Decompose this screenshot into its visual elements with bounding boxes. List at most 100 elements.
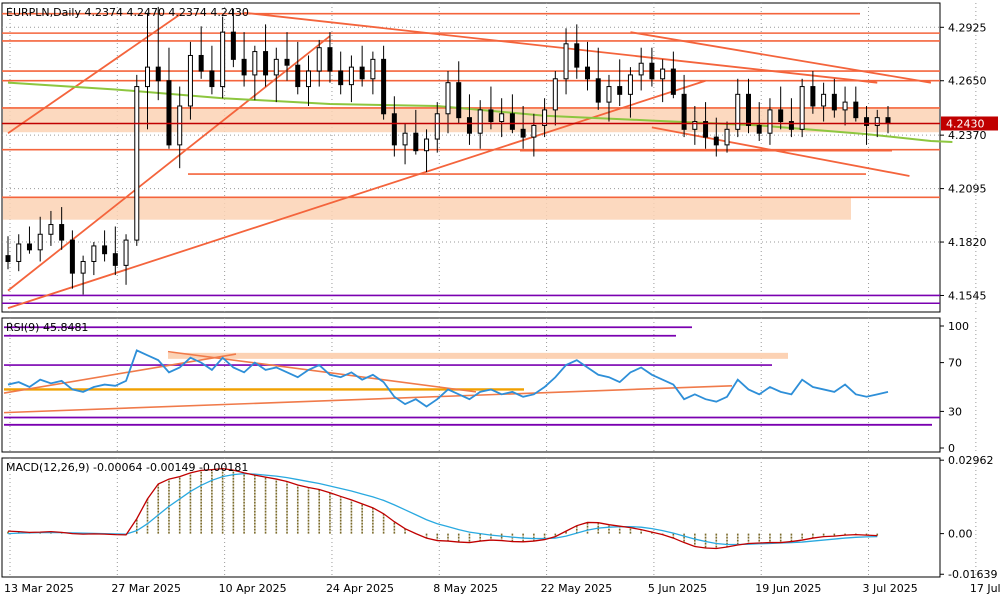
candle-body <box>595 78 601 103</box>
macd-tick-label: 0.00 <box>948 528 973 541</box>
candle-body <box>735 93 741 130</box>
candle-body <box>220 31 226 88</box>
candle-body <box>821 93 827 107</box>
candle-body <box>26 243 32 251</box>
candle-body <box>456 82 462 119</box>
candle-body <box>37 233 43 251</box>
date-axis-label: 13 Mar 2025 <box>4 582 74 595</box>
candle-body <box>638 62 644 76</box>
macd-pane-title: MACD(12,26,9) -0.00064 -0.00149 -0.00181 <box>6 461 248 474</box>
rsi-tick-label: 0 <box>948 442 955 455</box>
candle-body <box>305 70 311 88</box>
candle-body <box>359 66 365 80</box>
candle-body <box>69 239 75 274</box>
candle-body <box>477 109 483 134</box>
candle-body <box>853 101 859 119</box>
candle-body <box>187 54 193 107</box>
candle-body <box>574 43 580 68</box>
macd-tick-label: -0.01639 <box>948 568 997 581</box>
candle-body <box>874 117 880 126</box>
candle-body <box>864 117 870 126</box>
candle-body <box>413 132 419 152</box>
candle-body <box>681 93 687 130</box>
price-tick-label: 4.2925 <box>948 21 987 34</box>
candle-body <box>155 66 161 82</box>
candle-body <box>810 86 816 107</box>
candle-body <box>745 93 751 126</box>
price-tick-label: 4.2095 <box>948 183 987 196</box>
price-zone-band <box>3 197 851 220</box>
candle-body <box>434 113 440 140</box>
candle-body <box>756 124 762 134</box>
candle-body <box>466 117 472 134</box>
price-tick-label: 4.1545 <box>948 289 987 302</box>
rsi-zone-band <box>168 352 788 359</box>
candle-body <box>145 66 151 88</box>
candle-body <box>16 243 22 262</box>
candle-body <box>123 239 129 266</box>
candle-body <box>767 109 773 134</box>
candle-body <box>166 80 172 146</box>
macd-signal-line <box>7 472 878 546</box>
candle-body <box>670 68 676 95</box>
candle-body <box>606 86 612 103</box>
candle-body <box>445 82 451 115</box>
candle-body <box>649 62 655 80</box>
rsi-tick-label: 100 <box>948 320 969 333</box>
macd-pane-frame <box>1 457 941 578</box>
candle-body <box>424 138 430 152</box>
rsi-pane-title: RSI(9) 45.8481 <box>6 321 88 334</box>
trendline <box>630 31 932 84</box>
date-axis-label: 8 May 2025 <box>433 582 498 595</box>
price-tick-label: 4.1820 <box>948 236 987 249</box>
candle-body <box>134 86 140 241</box>
candle-body <box>692 121 698 130</box>
candle-body <box>338 70 344 86</box>
candle-body <box>542 109 548 126</box>
price-tick-label: 4.2650 <box>948 75 987 88</box>
candle-body <box>585 66 591 80</box>
last-price-label: 4.2430 <box>946 117 985 130</box>
candle-body <box>252 51 258 76</box>
candle-body <box>831 93 837 111</box>
candle-body <box>703 121 709 138</box>
candle-body <box>402 132 408 146</box>
date-axis-label: 27 Mar 2025 <box>111 582 181 595</box>
candle-body <box>295 64 301 88</box>
candle-body <box>230 31 236 60</box>
candle-body <box>660 68 666 80</box>
candle-body <box>209 70 215 88</box>
candle-body <box>80 260 86 274</box>
rsi-trendline <box>167 350 477 393</box>
date-axis-label: 22 May 2025 <box>541 582 613 595</box>
candle-body <box>563 43 569 80</box>
candle-body <box>198 54 204 72</box>
date-axis-label: 10 Apr 2025 <box>219 582 287 595</box>
price-tick-label: 4.2370 <box>948 129 987 142</box>
candle-body <box>713 136 719 146</box>
date-axis-label: 24 Apr 2025 <box>326 582 394 595</box>
candle-body <box>284 58 290 66</box>
candle-body <box>91 245 97 262</box>
candle-body <box>241 58 247 76</box>
candle-body <box>788 121 794 130</box>
candle-body <box>327 47 333 72</box>
candle-body <box>370 58 376 80</box>
candle-body <box>381 58 387 115</box>
macd-tick-label: 0.02962 <box>948 454 994 467</box>
rsi-tick-label: 70 <box>948 357 962 370</box>
candle-body <box>177 105 183 146</box>
candle-body <box>778 109 784 123</box>
date-axis-label: 5 Jun 2025 <box>648 582 707 595</box>
candle-body <box>885 117 891 124</box>
trendline <box>243 11 878 84</box>
rsi-line <box>7 349 889 408</box>
candle-body <box>112 253 118 266</box>
candle-body <box>627 74 633 95</box>
rsi-pane-frame <box>1 317 941 453</box>
rsi-tick-label: 30 <box>948 405 962 418</box>
candle-body <box>59 224 65 241</box>
macd-main-line <box>7 468 878 550</box>
